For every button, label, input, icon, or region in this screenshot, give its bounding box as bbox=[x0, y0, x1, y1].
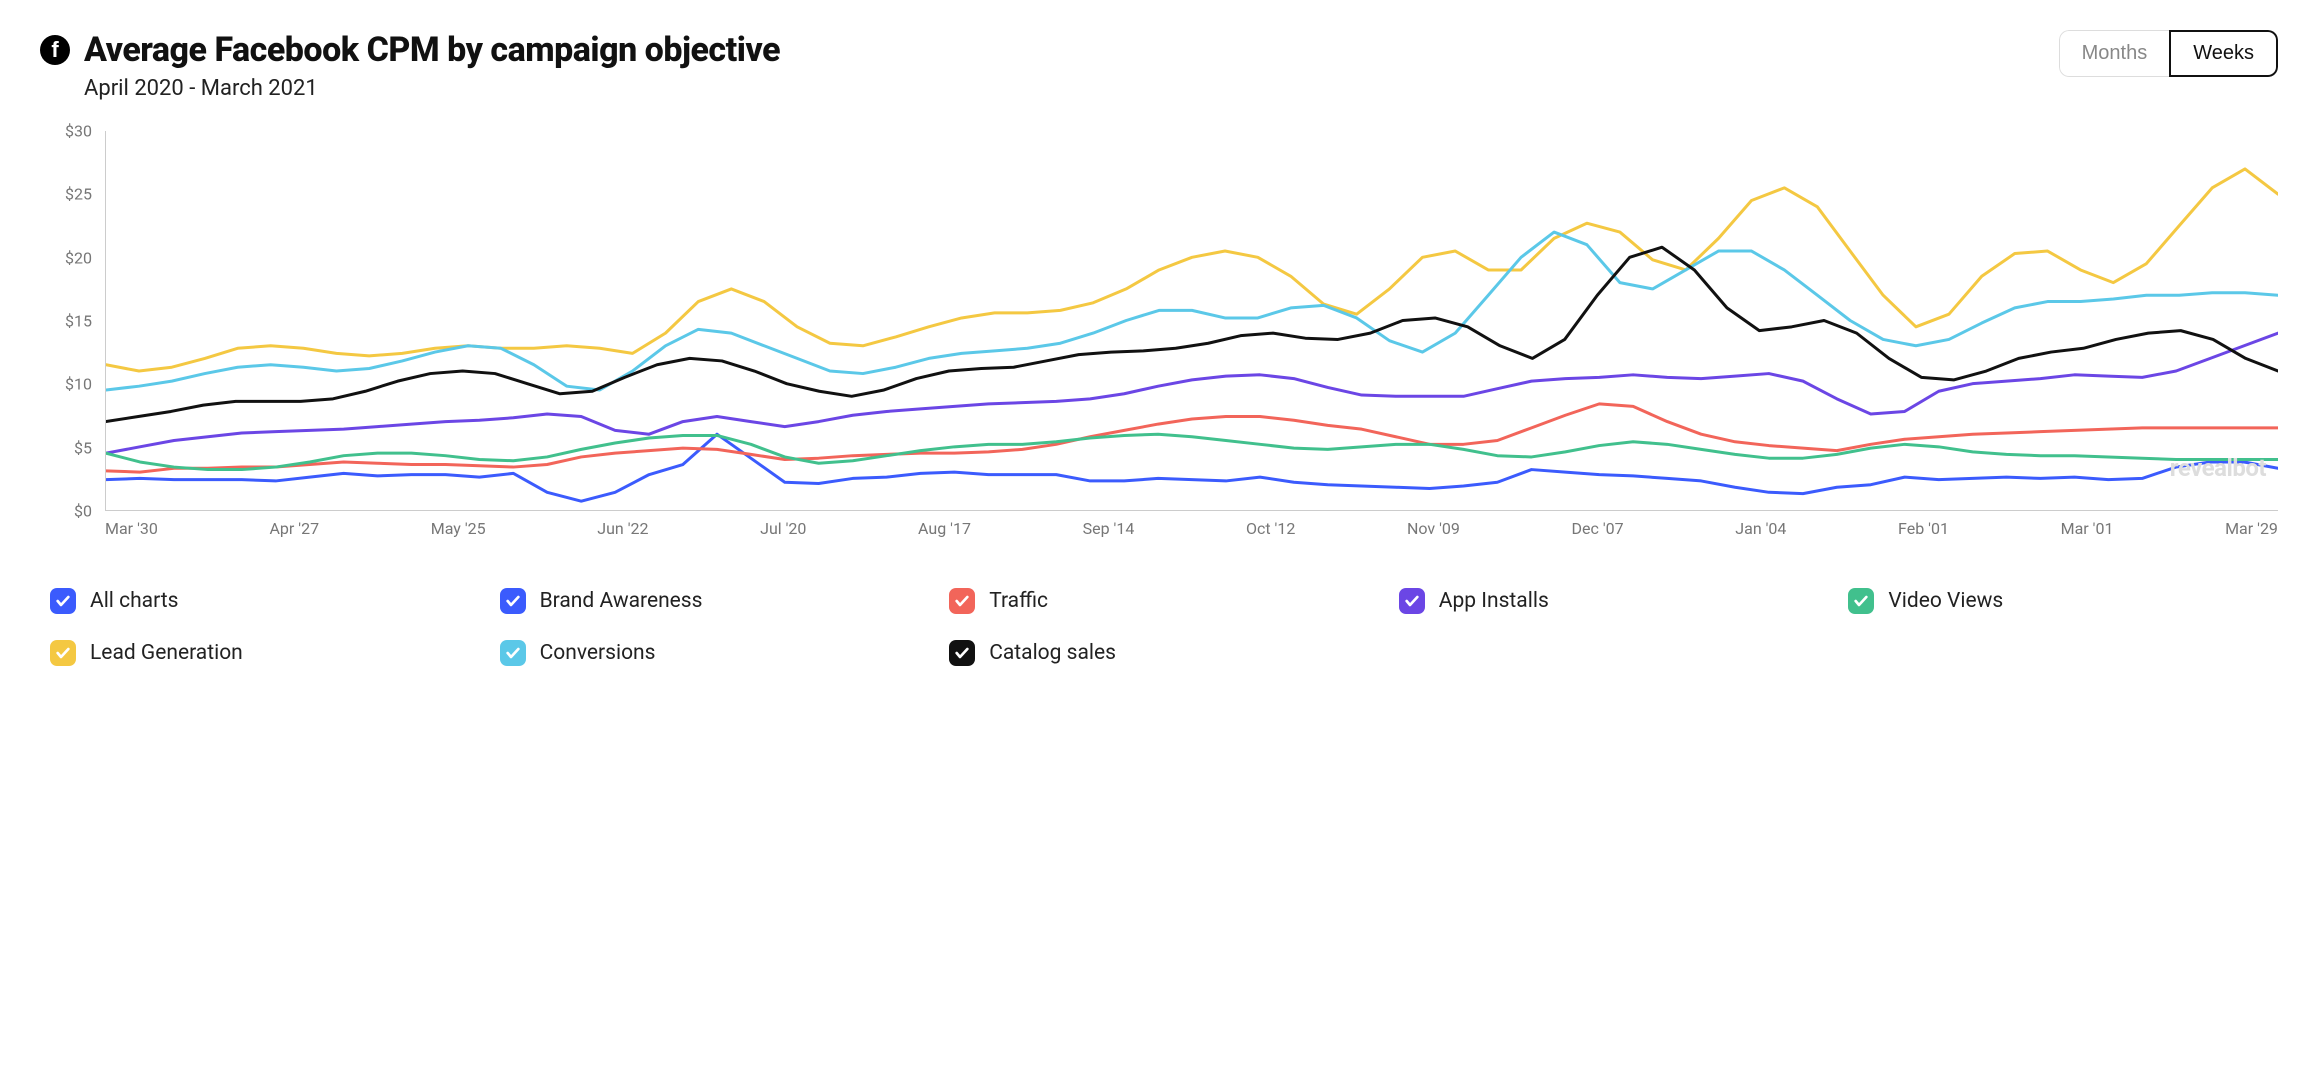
legend-label: Lead Generation bbox=[90, 641, 243, 665]
x-tick: Jan '04 bbox=[1735, 519, 1786, 538]
facebook-icon: f bbox=[40, 35, 70, 65]
watermark: revealbot bbox=[2170, 454, 2266, 482]
checkbox-icon bbox=[949, 640, 975, 666]
legend-label: All charts bbox=[90, 589, 178, 613]
legend-label: Catalog sales bbox=[989, 641, 1116, 665]
x-tick: Mar '29 bbox=[2225, 519, 2278, 538]
y-tick: $5 bbox=[74, 438, 92, 457]
page-title: Average Facebook CPM by campaign objecti… bbox=[84, 30, 780, 70]
y-tick: $20 bbox=[65, 248, 92, 267]
toggle-weeks-button[interactable]: Weeks bbox=[2169, 30, 2278, 77]
checkbox-icon bbox=[1848, 588, 1874, 614]
x-tick: Jul '20 bbox=[760, 519, 806, 538]
y-tick: $15 bbox=[65, 312, 92, 331]
header: f Average Facebook CPM by campaign objec… bbox=[40, 30, 2278, 101]
x-tick: Mar '01 bbox=[2061, 519, 2114, 538]
legend-item-conversions[interactable]: Conversions bbox=[500, 640, 930, 666]
checkbox-icon bbox=[500, 588, 526, 614]
page-subtitle: April 2020 - March 2021 bbox=[84, 76, 780, 101]
title-row: f Average Facebook CPM by campaign objec… bbox=[40, 30, 780, 70]
checkbox-icon bbox=[50, 588, 76, 614]
legend-item-brand_awareness[interactable]: Brand Awareness bbox=[500, 588, 930, 614]
y-axis: $0$5$10$15$20$25$30 bbox=[50, 131, 100, 508]
legend: All charts Brand Awareness Traffic App Inst… bbox=[50, 588, 2278, 666]
legend-item-lead_generation[interactable]: Lead Generation bbox=[50, 640, 480, 666]
title-block: f Average Facebook CPM by campaign objec… bbox=[40, 30, 780, 101]
x-tick: Jun '22 bbox=[597, 519, 648, 538]
legend-item-app_installs[interactable]: App Installs bbox=[1399, 588, 1829, 614]
x-tick: Feb '01 bbox=[1898, 519, 1949, 538]
series-brand_awareness bbox=[106, 434, 2278, 501]
y-tick: $30 bbox=[65, 122, 92, 141]
x-tick: Mar '30 bbox=[105, 519, 158, 538]
period-toggle: Months Weeks bbox=[2059, 30, 2278, 77]
series-lead_generation bbox=[106, 169, 2278, 371]
x-tick: Oct '12 bbox=[1246, 519, 1295, 538]
x-tick: Aug '17 bbox=[918, 519, 971, 538]
legend-all-charts[interactable]: All charts bbox=[50, 588, 480, 614]
legend-label: Video Views bbox=[1888, 589, 2003, 613]
x-tick: Apr '27 bbox=[269, 519, 319, 538]
legend-label: Conversions bbox=[540, 641, 656, 665]
checkbox-icon bbox=[949, 588, 975, 614]
legend-label: App Installs bbox=[1439, 589, 1549, 613]
toggle-months-button[interactable]: Months bbox=[2059, 30, 2170, 77]
legend-item-catalog_sales[interactable]: Catalog sales bbox=[949, 640, 1379, 666]
x-tick: Nov '09 bbox=[1407, 519, 1460, 538]
chart-svg bbox=[106, 131, 2278, 510]
checkbox-icon bbox=[1399, 588, 1425, 614]
checkbox-icon bbox=[500, 640, 526, 666]
plot-area: revealbot bbox=[105, 131, 2278, 511]
x-tick: Sep '14 bbox=[1083, 519, 1135, 538]
y-tick: $0 bbox=[74, 502, 92, 521]
checkbox-icon bbox=[50, 640, 76, 666]
x-tick: Dec '07 bbox=[1572, 519, 1624, 538]
x-axis: Mar '30 Apr '27 May '25 Jun '22 Jul '20 Aug '… bbox=[105, 519, 2278, 538]
chart: $0$5$10$15$20$25$30 revealbot Mar '30Apr… bbox=[50, 131, 2278, 538]
legend-item-traffic[interactable]: Traffic bbox=[949, 588, 1379, 614]
legend-label: Traffic bbox=[989, 589, 1048, 613]
x-tick: May '25 bbox=[431, 519, 486, 538]
legend-label: Brand Awareness bbox=[540, 589, 703, 613]
legend-item-video_views[interactable]: Video Views bbox=[1848, 588, 2278, 614]
y-tick: $10 bbox=[65, 375, 92, 394]
series-catalog_sales bbox=[106, 247, 2278, 421]
y-tick: $25 bbox=[65, 185, 92, 204]
